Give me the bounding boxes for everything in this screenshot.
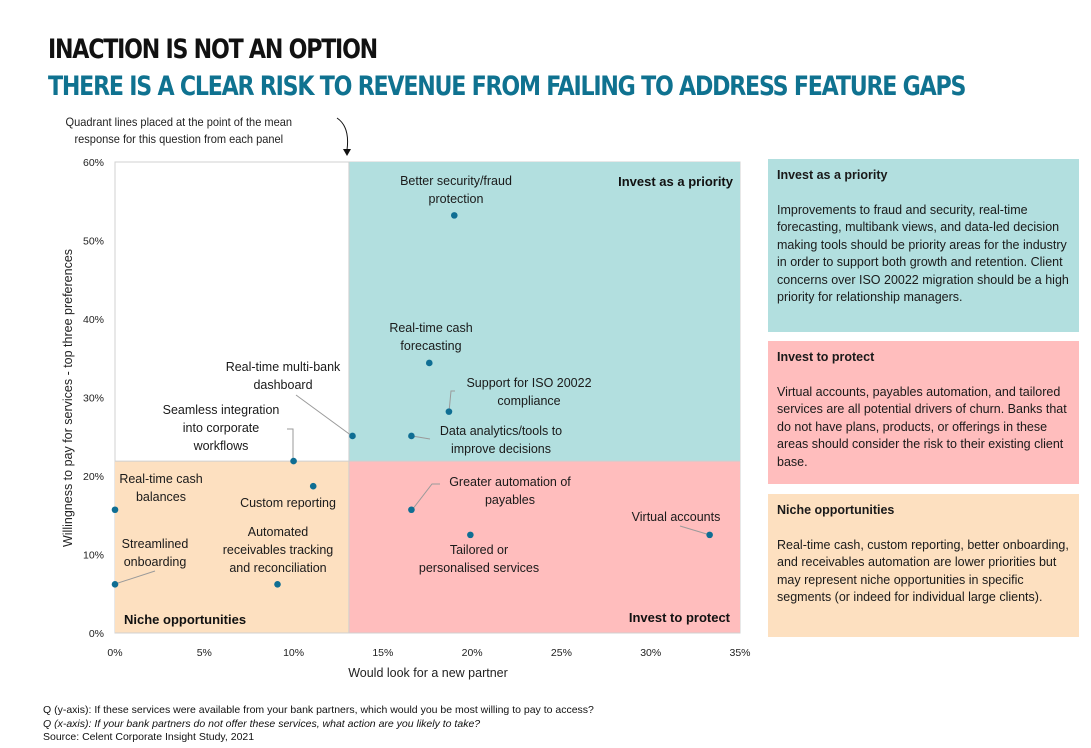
data-label: Real-time multi-bank dashboard (226, 360, 341, 392)
panel-heading: Invest as a priority (777, 168, 888, 182)
x-tick-label: 35% (729, 647, 750, 659)
leader-line (448, 390, 455, 413)
data-label: Better security/fraud protection (400, 174, 512, 206)
footer-question-y: Q (y-axis): If these services were avail… (43, 704, 594, 716)
data-point (450, 212, 458, 219)
data-label: Real-time cash forecasting (389, 321, 472, 353)
x-tick-label: 30% (640, 647, 661, 659)
footer-source: Source: Celent Corporate Insight Study, … (43, 731, 255, 743)
y-tick-label: 10% (83, 550, 104, 562)
leader-line (411, 483, 440, 511)
data-point (274, 581, 281, 588)
quadrant-invest-priority (348, 162, 740, 462)
y-tick-label: 50% (83, 236, 104, 248)
quadrant-niche (115, 461, 349, 633)
panel-body: Real-time cash, custom reporting, better… (777, 537, 1069, 605)
data-label: Tailored or personalised services (419, 543, 539, 575)
data-label: Support for ISO 20022 compliance (466, 376, 591, 408)
y-tick-label: 30% (83, 393, 104, 405)
data-label: Greater automation of payables (449, 475, 571, 507)
footer-question-x: Q (x-axis): If your bank partners do not… (43, 717, 481, 730)
quadrant-title: Invest to protect (629, 610, 731, 625)
page-title: INACTION IS NOT AN OPTION (48, 34, 378, 65)
data-point (408, 506, 415, 514)
x-tick-label: 15% (372, 647, 393, 659)
leader-line (411, 435, 431, 440)
panel-invest-protect: Invest to protect Virtual accounts, paya… (768, 341, 1079, 484)
y-tick-label: 40% (83, 314, 104, 326)
x-axis-label: Would look for a new partner (348, 666, 508, 680)
data-label: Real-time cash balances (119, 472, 202, 504)
y-axis-label: Willingness to pay for services - top th… (61, 249, 75, 547)
quadrant-annotation: Quadrant lines placed at the point of th… (50, 114, 308, 148)
data-point (408, 432, 415, 440)
data-label: Seamless integration into corporate workfl… (163, 403, 280, 453)
quadrant-title: Niche opportunities (124, 612, 246, 627)
panel-heading: Niche opportunities (777, 503, 895, 517)
annotation-arrow-head (343, 149, 351, 156)
quadrant-invest-protect (348, 461, 740, 633)
data-label: Streamlined onboarding (122, 537, 189, 569)
y-tick-label: 20% (83, 471, 104, 483)
annotation-line-2: response for this question from each pan… (74, 132, 284, 146)
leader-line (679, 525, 711, 536)
panel-invest-priority: Invest as a priority Improvements to fra… (768, 159, 1079, 332)
page-subtitle: THERE IS A CLEAR RISK TO REVENUE FROM FA… (48, 71, 966, 102)
annotation-arrow (336, 117, 349, 151)
panel-body: Virtual accounts, payables automation, a… (777, 384, 1067, 469)
data-label: Automated receivables tracking and reconci… (223, 525, 334, 575)
data-point (309, 482, 317, 490)
y-tick-label: 60% (83, 157, 104, 169)
panel-heading: Invest to protect (777, 350, 875, 364)
x-tick-label: 25% (551, 647, 572, 659)
panel-body: Improvements to fraud and security, real… (777, 202, 1069, 305)
panel-niche-opportunities: Niche opportunities Real-time cash, cust… (768, 494, 1079, 637)
data-point (706, 531, 713, 539)
data-label: Virtual accounts (632, 510, 721, 524)
quadrant-title: Invest as a priority (618, 174, 734, 189)
footer-notes: Q (y-axis): If these services were avail… (43, 704, 594, 745)
data-point (349, 432, 356, 440)
data-point (445, 408, 453, 415)
x-tick-label: 0% (107, 647, 122, 659)
data-point (111, 506, 119, 514)
leader-line (114, 570, 156, 585)
data-label: Data analytics/tools to improve decisions (440, 424, 562, 456)
data-point (111, 581, 119, 588)
x-tick-label: 20% (462, 647, 483, 659)
data-point (467, 531, 474, 539)
annotation-line-1: Quadrant lines placed at the point of th… (65, 115, 293, 129)
x-tick-label: 5% (197, 647, 212, 659)
data-label: Custom reporting (240, 496, 336, 510)
leader-line (295, 394, 353, 437)
y-tick-label: 0% (89, 628, 104, 640)
leader-line (287, 428, 294, 461)
data-point (425, 359, 433, 367)
data-point (290, 457, 297, 465)
x-tick-label: 10% (283, 647, 304, 659)
